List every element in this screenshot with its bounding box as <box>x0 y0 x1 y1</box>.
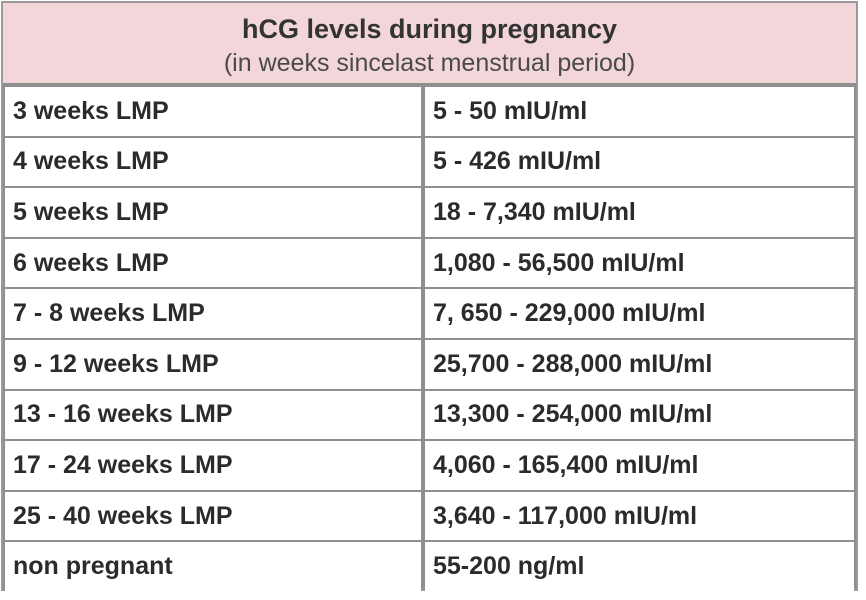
table-row: non pregnant 55-200 ng/ml <box>3 540 856 591</box>
table-row: 25 - 40 weeks LMP 3,640 - 117,000 mIU/ml <box>3 490 856 541</box>
table-row: 3 weeks LMP 5 - 50 mIU/ml <box>3 85 856 136</box>
period-cell: 3 weeks LMP <box>5 87 421 136</box>
period-cell: 5 weeks LMP <box>5 188 421 237</box>
period-cell: 17 - 24 weeks LMP <box>5 441 421 490</box>
period-cell: 7 - 8 weeks LMP <box>5 289 421 338</box>
level-cell: 5 - 50 mIU/ml <box>425 87 854 136</box>
level-cell: 25,700 - 288,000 mIU/ml <box>425 339 854 389</box>
level-cell: 13,300 - 254,000 mIU/ml <box>425 390 854 440</box>
table-row: 17 - 24 weeks LMP 4,060 - 165,400 mIU/ml <box>3 439 856 490</box>
table-row: 9 - 12 weeks LMP 25,700 - 288,000 mIU/ml <box>3 338 856 389</box>
table-row: 13 - 16 weeks LMP 13,300 - 254,000 mIU/m… <box>3 389 856 440</box>
period-cell: 13 - 16 weeks LMP <box>5 390 421 440</box>
table-row: 5 weeks LMP 18 - 7,340 mIU/ml <box>3 186 856 237</box>
table-subtitle: (in weeks sincelast menstrual period) <box>223 49 636 77</box>
period-cell: 4 weeks LMP <box>5 137 421 187</box>
period-cell: 25 - 40 weeks LMP <box>5 491 421 541</box>
period-cell: 6 weeks LMP <box>5 238 421 288</box>
period-cell: 9 - 12 weeks LMP <box>5 339 421 389</box>
level-cell: 4,060 - 165,400 mIU/ml <box>425 441 854 490</box>
table-title: hCG levels during pregnancy <box>241 14 618 44</box>
level-cell: 18 - 7,340 mIU/ml <box>425 188 854 237</box>
table-row: 4 weeks LMP 5 - 426 mIU/ml <box>3 136 856 187</box>
hcg-table: hCG levels during pregnancy (in weeks si… <box>1 1 858 591</box>
table-row: 7 - 8 weeks LMP 7, 650 - 229,000 mIU/ml <box>3 287 856 338</box>
table-body: 3 weeks LMP 5 - 50 mIU/ml 4 weeks LMP 5 … <box>3 85 856 591</box>
table-header: hCG levels during pregnancy (in weeks si… <box>3 3 856 85</box>
period-cell: non pregnant <box>5 542 421 591</box>
level-cell: 3,640 - 117,000 mIU/ml <box>425 491 854 541</box>
level-cell: 7, 650 - 229,000 mIU/ml <box>425 289 854 338</box>
level-cell: 1,080 - 56,500 mIU/ml <box>425 238 854 288</box>
table-row: 6 weeks LMP 1,080 - 56,500 mIU/ml <box>3 237 856 288</box>
level-cell: 5 - 426 mIU/ml <box>425 137 854 187</box>
level-cell: 55-200 ng/ml <box>425 542 854 591</box>
